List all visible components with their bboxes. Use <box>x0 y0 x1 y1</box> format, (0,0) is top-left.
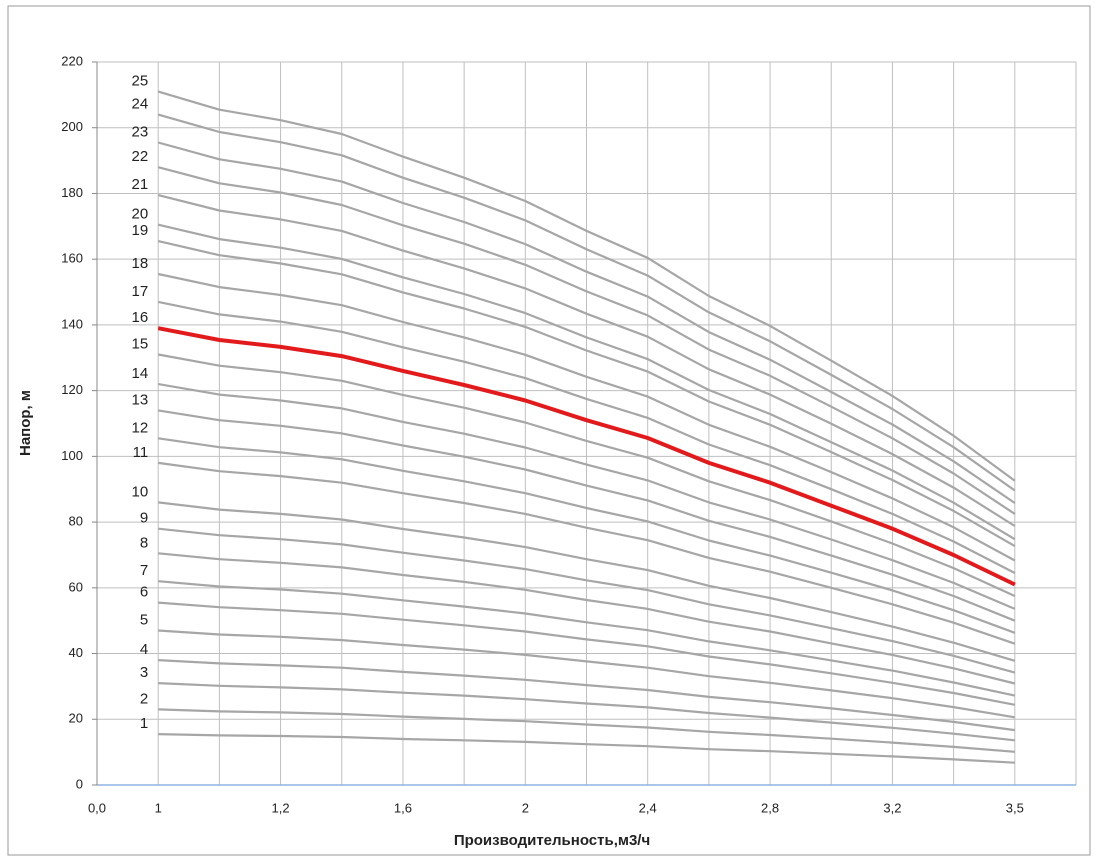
curve-label: 16 <box>132 309 149 326</box>
curve <box>157 194 1016 527</box>
curve-label: 17 <box>132 283 149 300</box>
curve <box>158 601 1016 706</box>
curve <box>158 383 1016 610</box>
x-tick-label: 2,8 <box>761 800 779 815</box>
curve-label: 8 <box>140 534 148 551</box>
x-tick-label: 2,4 <box>639 800 657 815</box>
curve-label: 5 <box>140 612 148 629</box>
x-tick-label: 1,2 <box>272 800 290 815</box>
curve <box>158 580 1016 697</box>
curve <box>157 240 1016 548</box>
curve <box>158 527 1016 674</box>
curve <box>158 629 1015 719</box>
x-axis-label: Производительность,м3/ч <box>454 832 650 849</box>
curve-label: 18 <box>132 255 149 272</box>
x-tick-label: 1 <box>155 800 162 815</box>
x-tick-label: 1,6 <box>394 800 412 815</box>
curve <box>158 659 1015 732</box>
curve-label: 10 <box>132 483 149 500</box>
curve-label: 3 <box>140 664 148 681</box>
curve-label: 24 <box>132 96 149 113</box>
curve <box>157 90 1016 482</box>
curve-label: 4 <box>140 641 148 658</box>
curve <box>158 733 1015 764</box>
curve <box>157 113 1016 492</box>
curve <box>158 501 1016 662</box>
x-tick-label: 3,5 <box>1006 800 1024 815</box>
curve <box>158 437 1016 634</box>
curve <box>157 223 1016 541</box>
curve <box>157 272 1016 562</box>
curve <box>158 552 1016 685</box>
y-tick-label: 0 <box>76 776 83 791</box>
curve <box>157 300 1016 574</box>
curve-label: 13 <box>132 391 149 408</box>
curve-label: 22 <box>132 148 149 165</box>
y-tick-label: 220 <box>61 53 83 68</box>
curve-label: 11 <box>133 444 149 461</box>
curve-label: 21 <box>132 176 149 193</box>
curve <box>157 166 1016 515</box>
curve <box>158 461 1016 645</box>
curve-label: 2 <box>140 690 148 707</box>
curve <box>158 708 1015 753</box>
curve-label: 12 <box>132 419 149 436</box>
y-tick-label: 160 <box>61 251 83 266</box>
curve-label: 25 <box>132 73 149 90</box>
curve <box>158 682 1015 742</box>
x-tick-label: 3,2 <box>883 800 901 815</box>
y-tick-label: 80 <box>69 514 83 529</box>
y-tick-label: 200 <box>61 119 83 134</box>
curve-label: 7 <box>140 562 148 579</box>
curve <box>158 409 1016 622</box>
curve-label: 23 <box>132 123 149 140</box>
y-tick-label: 120 <box>61 382 83 397</box>
y-tick-label: 40 <box>69 645 83 660</box>
curve-label: 20 <box>132 206 149 223</box>
y-tick-label: 100 <box>61 448 83 463</box>
curve <box>158 353 1016 598</box>
y-tick-label: 140 <box>61 316 83 331</box>
y-tick-label: 20 <box>69 711 83 726</box>
x-tick-label: 0,0 <box>88 800 106 815</box>
curve-label: 6 <box>140 584 148 601</box>
curve-label: 1 <box>140 715 148 732</box>
y-axis-label: Напор, м <box>17 390 34 456</box>
curve-label: 15 <box>132 335 149 352</box>
curve-label: 9 <box>140 510 148 527</box>
curve <box>157 141 1016 504</box>
curve-label: 14 <box>132 365 149 382</box>
curve-label: 19 <box>132 222 149 239</box>
curve <box>157 326 1016 587</box>
y-tick-label: 180 <box>61 185 83 200</box>
x-tick-label: 2 <box>522 800 529 815</box>
y-tick-label: 60 <box>69 579 83 594</box>
